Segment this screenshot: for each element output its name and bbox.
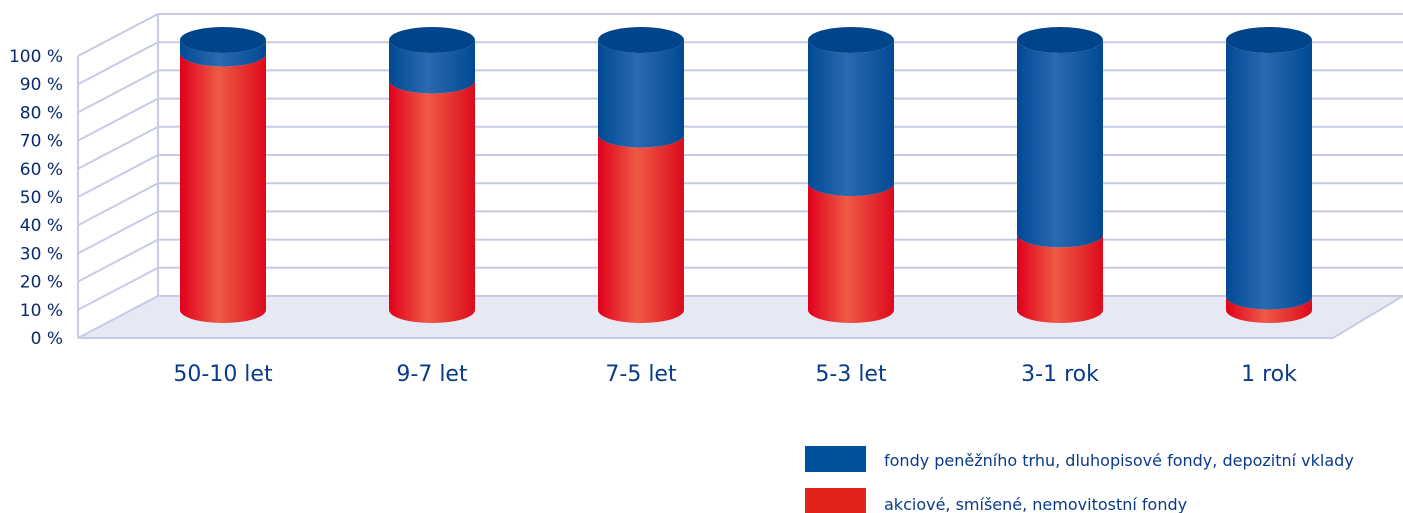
bar-top-cap <box>389 27 475 53</box>
y-tick-label: 0 % <box>31 329 63 349</box>
y-tick-label: 90 % <box>20 75 63 95</box>
bar-top-cap <box>808 27 894 53</box>
y-tick-label: 60 % <box>20 160 63 180</box>
y-tick-label: 50 % <box>20 188 63 208</box>
bar-top-cap <box>1226 27 1312 53</box>
bar-segment-red <box>808 183 894 323</box>
y-tick-label: 30 % <box>20 244 63 264</box>
y-tick-label: 80 % <box>20 103 63 123</box>
bar-segment-blue <box>1017 40 1103 248</box>
grid-side-line <box>77 41 159 86</box>
grid-side-line <box>77 266 159 311</box>
y-tick-label: 100 % <box>9 47 63 67</box>
bar-segment-red <box>389 80 475 323</box>
bar-segment-red <box>1226 296 1312 323</box>
grid-side-line <box>77 210 159 255</box>
legend-label-series-0: akciové, smíšené, nemovitostní fondy <box>884 495 1187 513</box>
bar-top-cap <box>598 27 684 53</box>
x-axis-categories: 50-10 let 9-7 let 7-5 let 5-3 let 3-1 rok 1 r… <box>173 362 1297 387</box>
y-axis-ticks: 0 % 10 % 20 % 30 % 40 % 50 % 60 % 70 % 80 % 90 % 1… <box>9 47 63 349</box>
x-category-label: 50-10 let <box>173 362 273 387</box>
bar-segment-blue <box>389 40 475 94</box>
y-tick-label: 20 % <box>20 273 63 293</box>
y-tick-label: 70 % <box>20 132 63 152</box>
bar-top-cap <box>180 27 266 53</box>
grid-side-line <box>77 238 159 283</box>
bar-segment-red <box>598 134 684 323</box>
grid-side-line <box>77 182 159 227</box>
bar-segment-blue <box>180 40 266 67</box>
grid <box>77 13 1403 338</box>
grid-side-line <box>77 125 159 170</box>
x-category-label: 7-5 let <box>605 362 677 387</box>
bar-segment-blue <box>1226 40 1312 310</box>
chart-floor <box>77 295 1403 339</box>
grid-side-line <box>77 13 159 57</box>
x-category-label: 1 rok <box>1241 362 1297 387</box>
bar-segment-red <box>1017 234 1103 323</box>
legend-swatch-series-1 <box>805 446 866 472</box>
grid-side-line <box>77 154 159 198</box>
bar-segment-blue <box>598 40 684 148</box>
legend: fondy peněžního trhu, dluhopisové fondy,… <box>805 446 1354 513</box>
grid-side-line <box>77 69 159 114</box>
bar-top-cap <box>1017 27 1103 53</box>
x-category-label: 9-7 let <box>396 362 468 387</box>
legend-swatch-series-0 <box>805 488 866 513</box>
x-category-label: 5-3 let <box>815 362 887 387</box>
x-category-label: 3-1 rok <box>1021 362 1099 387</box>
bar-segment-red <box>180 53 266 323</box>
legend-label-series-1: fondy peněžního trhu, dluhopisové fondy,… <box>884 451 1354 470</box>
bar-segment-blue <box>808 40 894 197</box>
grid-side-line <box>77 97 159 142</box>
y-tick-label: 40 % <box>20 216 63 236</box>
bars <box>180 27 1312 323</box>
y-tick-label: 10 % <box>20 301 63 321</box>
